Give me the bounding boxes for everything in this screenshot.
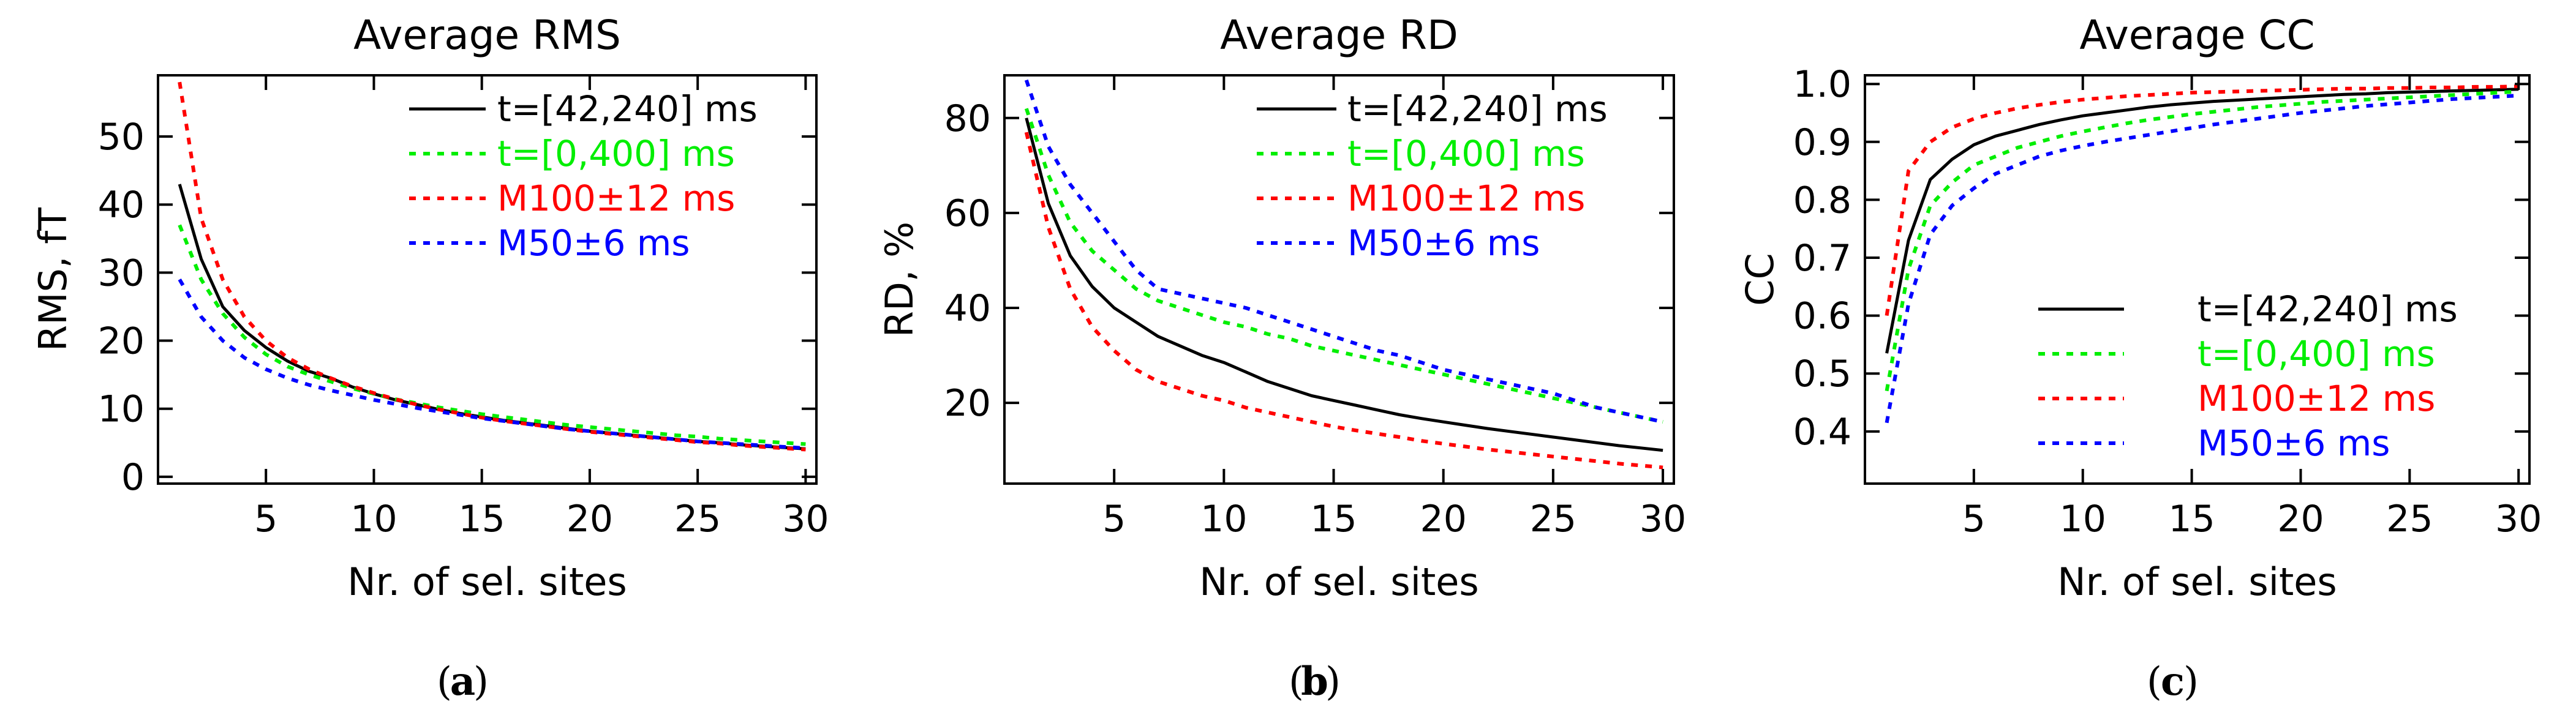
y-tick-label: 0 <box>121 456 145 499</box>
y-tick-label: 20 <box>98 320 145 363</box>
y-tick-label: 20 <box>944 382 991 425</box>
x-tick-label: 15 <box>459 498 505 541</box>
x-tick-label: 5 <box>1962 498 1986 541</box>
y-tick-label: 0.4 <box>1793 411 1851 454</box>
series-line-2 <box>1885 84 2519 316</box>
y-tick-label: 0.7 <box>1793 237 1851 280</box>
y-tick-label: 50 <box>98 116 145 159</box>
y-tick-label: 10 <box>98 388 145 431</box>
x-tick-label: 20 <box>567 498 613 541</box>
legend-label-0: t=[42,240] ms <box>497 88 758 130</box>
y-tick-label: 1.0 <box>1793 63 1851 106</box>
x-tick-label: 15 <box>2168 498 2215 541</box>
panel-label: b <box>1301 659 1328 705</box>
series-line-0 <box>178 184 806 451</box>
series-line-2 <box>178 81 806 452</box>
plot-frame <box>157 74 818 485</box>
legend-label-2: M100±12 ms <box>2198 378 2435 419</box>
y-tick-label: 80 <box>944 97 991 140</box>
y-tick-label: 40 <box>98 184 145 226</box>
y-axis-label: CC <box>1738 253 1782 306</box>
panel-label-close: ) <box>473 659 489 705</box>
y-tick-label: 30 <box>98 252 145 294</box>
legend-label-1: t=[0,400] ms <box>2198 333 2435 375</box>
y-tick-label: 0.9 <box>1793 121 1851 164</box>
x-tick-label: 5 <box>254 498 277 541</box>
legend-label-3: M50±6 ms <box>1347 222 1540 264</box>
chart-title: Average CC <box>2079 12 2314 59</box>
legend-label-0: t=[42,240] ms <box>1347 88 1608 130</box>
y-tick-label: 0.6 <box>1793 295 1851 338</box>
x-tick-label: 5 <box>1102 498 1126 541</box>
x-tick-label: 30 <box>2495 498 2542 541</box>
x-tick-label: 30 <box>1640 498 1686 541</box>
x-axis-label: Nr. of sel. sites <box>2057 559 2337 604</box>
legend-label-1: t=[0,400] ms <box>1347 133 1585 174</box>
y-axis-label: RD, % <box>877 222 922 337</box>
x-tick-label: 30 <box>782 498 829 541</box>
plot-frame <box>1864 74 2531 485</box>
legend-label-3: M50±6 ms <box>2198 422 2390 464</box>
series-line-3 <box>1024 79 1663 424</box>
plot-frame <box>1003 74 1675 485</box>
panel-label-open: ( <box>1289 659 1304 705</box>
panel-cc: Average CC 5 10 15 20 25 30 0.4 0.5 0.6 0.7 0.8 0.9 1… <box>1738 12 2542 705</box>
y-tick-label: 60 <box>944 192 991 235</box>
y-tick-label: 0.5 <box>1793 353 1851 395</box>
x-tick-label: 25 <box>2386 498 2433 541</box>
x-tick-label: 15 <box>1310 498 1357 541</box>
x-tick-label: 20 <box>1420 498 1467 541</box>
x-tick-label: 25 <box>674 498 721 541</box>
series-line-3 <box>178 278 806 451</box>
legend-label-0: t=[42,240] ms <box>2198 288 2458 330</box>
x-tick-label: 25 <box>1530 498 1576 541</box>
series-line-0 <box>1885 88 2519 354</box>
legend-label-1: t=[0,400] ms <box>497 133 735 174</box>
series-line-1 <box>178 224 806 446</box>
panel-rms: Average RMS 5 10 15 20 25 30 0 10 20 30 40 50 Nr. of … <box>31 12 829 705</box>
chart-title: Average RD <box>1220 12 1458 59</box>
legend-label-2: M100±12 ms <box>497 178 735 219</box>
panel-label-open: ( <box>437 659 452 705</box>
series-line-3 <box>1885 94 2519 424</box>
panel-label-close: ) <box>2183 659 2199 705</box>
x-tick-label: 20 <box>2277 498 2324 541</box>
x-tick-label: 10 <box>1200 498 1247 541</box>
series-line-1 <box>1024 108 1663 424</box>
panel-label-open: ( <box>2147 659 2162 705</box>
series-line-1 <box>1885 89 2519 392</box>
y-tick-label: 0.8 <box>1793 179 1851 222</box>
x-tick-label: 10 <box>2060 498 2106 541</box>
legend-label-3: M50±6 ms <box>497 222 690 264</box>
panel-rd: Average RD 5 10 15 20 25 30 20 40 60 80 Nr. of sel.… <box>877 12 1686 705</box>
y-axis-label: RMS, fT <box>31 207 75 351</box>
legend-label-2: M100±12 ms <box>1347 178 1585 219</box>
x-tick-label: 10 <box>350 498 397 541</box>
x-axis-label: Nr. of sel. sites <box>347 559 627 604</box>
panel-label-close: ) <box>1325 659 1341 705</box>
chart-title: Average RMS <box>353 12 621 59</box>
panel-label: c <box>2161 659 2185 705</box>
x-axis-label: Nr. of sel. sites <box>1199 559 1478 604</box>
panel-label: a <box>450 659 475 705</box>
y-tick-label: 40 <box>944 287 991 330</box>
series-line-0 <box>1025 118 1663 452</box>
